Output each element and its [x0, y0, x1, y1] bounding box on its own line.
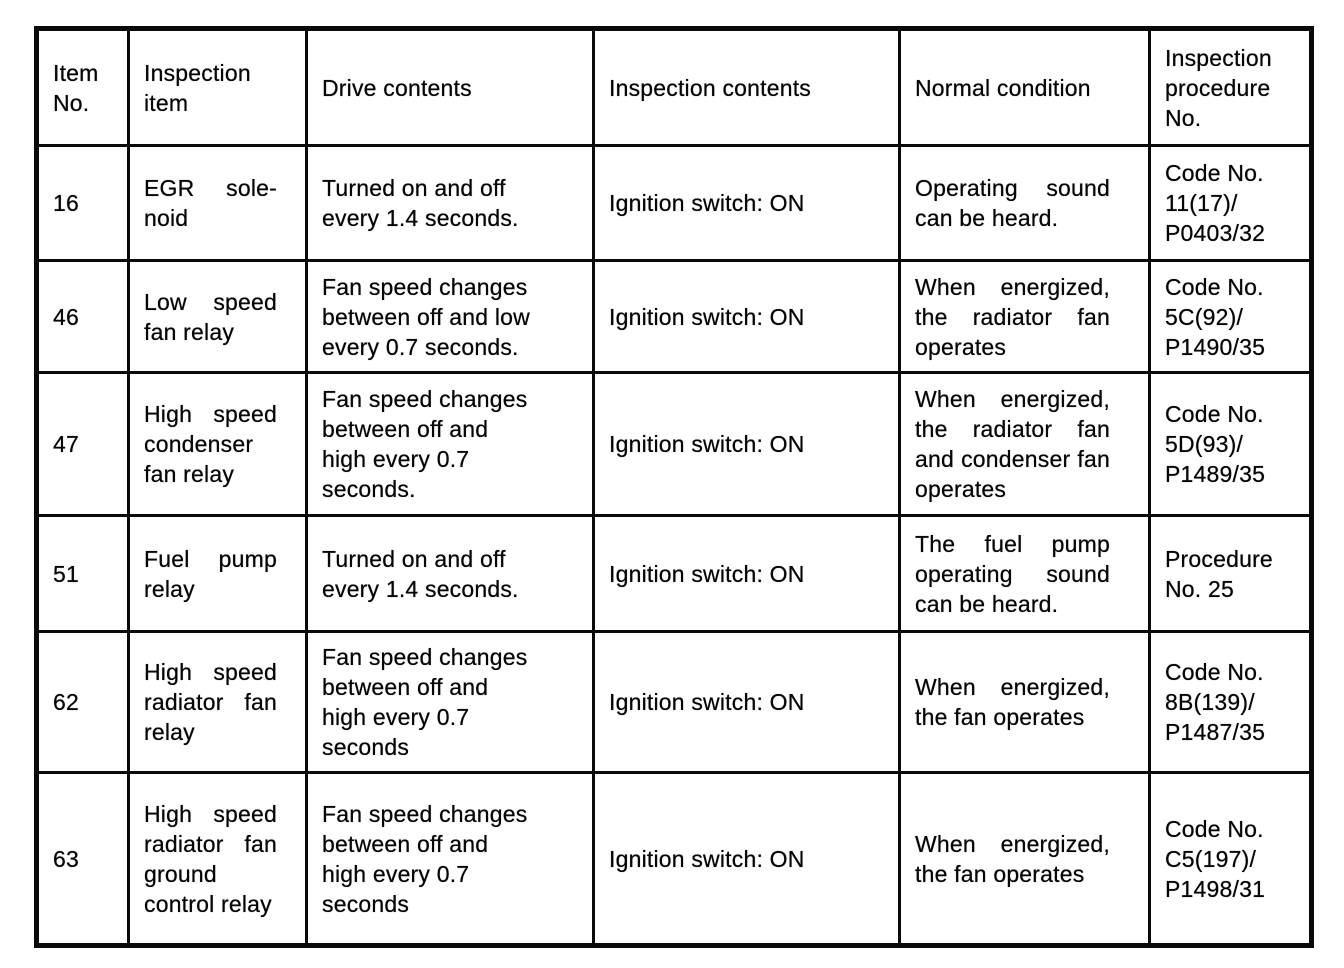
cell-inspection-contents: Ignition switch: ON [592, 630, 901, 774]
cell-normal-condition: When energized, the fan operates [898, 630, 1151, 774]
table-row: 16 EGR sole- noid Turned on and off ever… [35, 144, 1313, 262]
table-body: 16 EGR sole- noid Turned on and off ever… [35, 144, 1313, 947]
cell-procedure-no: Code No. C5(197)/ P1498/31 [1148, 771, 1313, 947]
cell-drive-contents: Fan speed changes between off and high e… [305, 771, 595, 947]
cell-procedure-no: Code No. 5D(93)/ P1489/35 [1148, 371, 1313, 517]
cell-normal-condition: When energized, the radiator fan operate… [898, 259, 1151, 374]
cell-drive-contents: Turned on and off every 1.4 seconds. [305, 514, 595, 633]
cell-inspection-item: High speed radiator fan relay [127, 630, 308, 774]
cell-normal-condition: When energized, the fan operates [898, 771, 1151, 947]
header-procedure-no: Inspection procedure No. [1148, 27, 1313, 147]
cell-item-no: 16 [35, 144, 130, 262]
header-inspection-item: Inspection item [127, 27, 308, 147]
cell-procedure-no: Code No. 11(17)/ P0403/32 [1148, 144, 1313, 262]
table-row: 47 High speed condenser fan relay Fan sp… [35, 371, 1313, 517]
table-row: 63 High speed radiator fan ground contro… [35, 771, 1313, 947]
header-item-no: Item No. [35, 27, 130, 147]
cell-item-no: 47 [35, 371, 130, 517]
cell-inspection-item: Low speed fan relay [127, 259, 308, 374]
header-row: Item No. Inspection item Drive contents … [35, 27, 1313, 147]
inspection-table: Item No. Inspection item Drive contents … [34, 26, 1314, 948]
cell-inspection-item: Fuel pump relay [127, 514, 308, 633]
table-row: 62 High speed radiator fan relay Fan spe… [35, 630, 1313, 774]
cell-item-no: 51 [35, 514, 130, 633]
table-header: Item No. Inspection item Drive contents … [35, 27, 1313, 147]
cell-normal-condition: The fuel pump operating sound can be hea… [898, 514, 1151, 633]
table-row: 46 Low speed fan relay Fan speed changes… [35, 259, 1313, 374]
table-row: 51 Fuel pump relay Turned on and off eve… [35, 514, 1313, 633]
cell-procedure-no: Code No. 8B(139)/ P1487/35 [1148, 630, 1313, 774]
cell-inspection-contents: Ignition switch: ON [592, 144, 901, 262]
cell-item-no: 63 [35, 771, 130, 947]
cell-inspection-contents: Ignition switch: ON [592, 771, 901, 947]
cell-drive-contents: Fan speed changes between off and low ev… [305, 259, 595, 374]
cell-inspection-item: High speed condenser fan relay [127, 371, 308, 517]
cell-drive-contents: Turned on and off every 1.4 seconds. [305, 144, 595, 262]
cell-procedure-no: Procedure No. 25 [1148, 514, 1313, 633]
cell-inspection-contents: Ignition switch: ON [592, 371, 901, 517]
cell-drive-contents: Fan speed changes between off and high e… [305, 371, 595, 517]
cell-inspection-item: High speed radiator fan ground control r… [127, 771, 308, 947]
cell-normal-condition: Operating sound can be heard. [898, 144, 1151, 262]
header-drive-contents: Drive contents [305, 27, 595, 147]
cell-item-no: 62 [35, 630, 130, 774]
cell-procedure-no: Code No. 5C(92)/ P1490/35 [1148, 259, 1313, 374]
cell-normal-condition: When energized, the radiator fan and con… [898, 371, 1151, 517]
cell-inspection-item: EGR sole- noid [127, 144, 308, 262]
cell-drive-contents: Fan speed changes between off and high e… [305, 630, 595, 774]
header-inspection-contents: Inspection contents [592, 27, 901, 147]
cell-inspection-contents: Ignition switch: ON [592, 259, 901, 374]
cell-inspection-contents: Ignition switch: ON [592, 514, 901, 633]
cell-item-no: 46 [35, 259, 130, 374]
header-normal-condition: Normal condition [898, 27, 1151, 147]
